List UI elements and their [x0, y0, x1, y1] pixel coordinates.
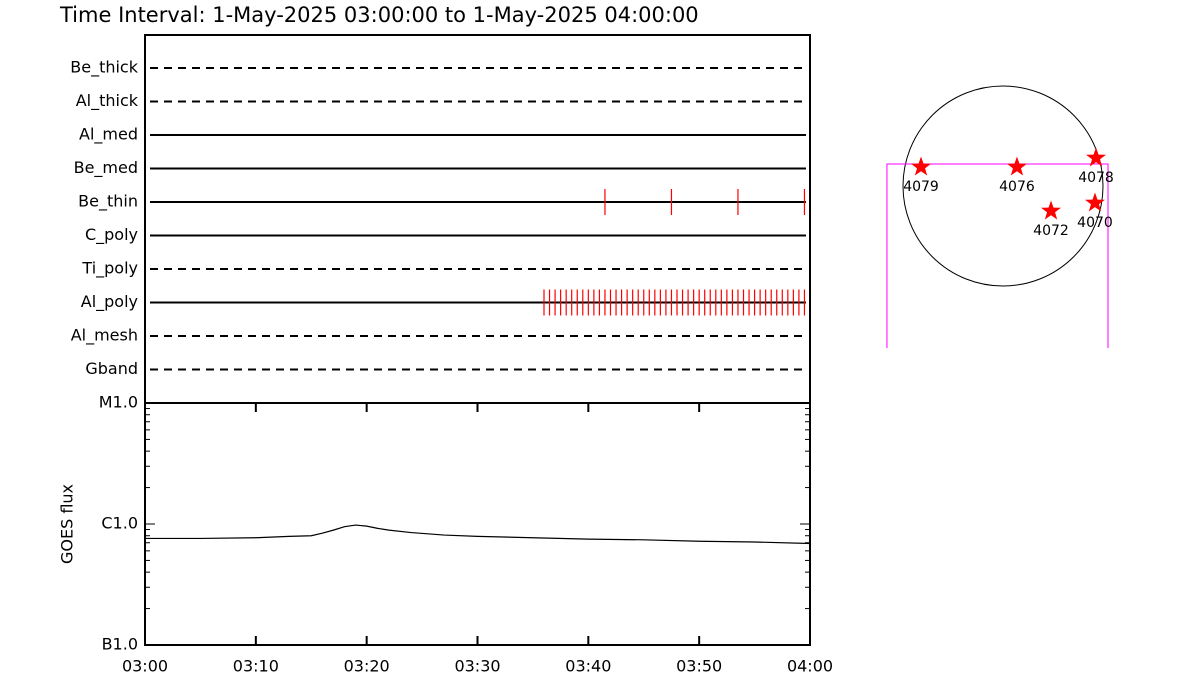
x-tick-label: 03:20 — [344, 657, 390, 676]
x-tick-label: 03:40 — [565, 657, 611, 676]
y-tick-label: B1.0 — [102, 635, 138, 654]
active-region-star — [1006, 156, 1027, 176]
filter-label: Al_med — [79, 125, 138, 145]
filter-label: C_poly — [85, 225, 138, 245]
active-region-star — [1041, 200, 1062, 220]
y-axis-label: GOES flux — [58, 484, 77, 564]
x-tick-label: 04:00 — [787, 657, 833, 676]
active-region-label: 4076 — [999, 179, 1035, 195]
active-region-star — [1084, 192, 1105, 212]
y-tick-label: M1.0 — [99, 393, 138, 412]
filter-label: Al_mesh — [71, 326, 138, 346]
active-region-star — [911, 156, 932, 176]
active-region-label: 4078 — [1078, 170, 1114, 186]
filter-label: Be_thick — [70, 58, 138, 78]
goes-curve — [145, 524, 811, 545]
filter-label: Gband — [85, 359, 138, 378]
plot-frame — [144, 34, 811, 646]
filter-label: Al_thick — [76, 91, 139, 111]
active-region-label: 4072 — [1033, 223, 1069, 239]
x-tick-label: 03:10 — [233, 657, 279, 676]
active-region-label: 4079 — [903, 179, 939, 195]
y-tick-label: C1.0 — [101, 514, 138, 533]
filter-label: Ti_poly — [81, 259, 138, 279]
filter-label: Be_med — [74, 158, 138, 178]
filter-label: Be_thin — [78, 192, 138, 212]
solar-disk — [902, 85, 1104, 287]
active-region-star — [1086, 147, 1107, 167]
filter-label: Al_poly — [81, 292, 138, 312]
x-tick-label: 03:50 — [676, 657, 722, 676]
chart-title: Time Interval: 1-May-2025 03:00:00 to 1-… — [59, 3, 699, 27]
x-tick-label: 03:30 — [454, 657, 500, 676]
field-of-view — [886, 163, 1109, 348]
active-region-label: 4070 — [1077, 215, 1113, 231]
x-tick-label: 03:00 — [122, 657, 168, 676]
